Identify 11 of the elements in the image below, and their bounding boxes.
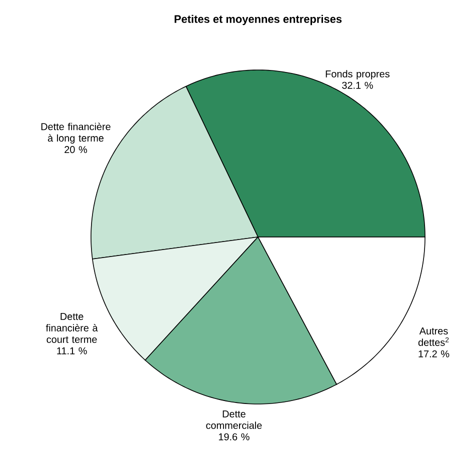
slice-label: Dette financière à long terme [41, 122, 110, 144]
data-label: 20 % [64, 146, 88, 154]
slice-label: Autres dettes$^{2}$ [418, 328, 449, 346]
slice-label: Dette commerciale [206, 410, 262, 429]
slice-label: Dette financière à court terme [46, 313, 98, 343]
data-label: 19.6 % [218, 433, 250, 440]
chart-title: Petites et moyennes entreprises [174, 14, 342, 26]
data-label: 11.1 % [57, 347, 87, 354]
data-label: 32.1 % [342, 82, 373, 89]
slice-label: Fonds propres [326, 70, 390, 80]
data-label: 17.2 % [418, 350, 450, 358]
